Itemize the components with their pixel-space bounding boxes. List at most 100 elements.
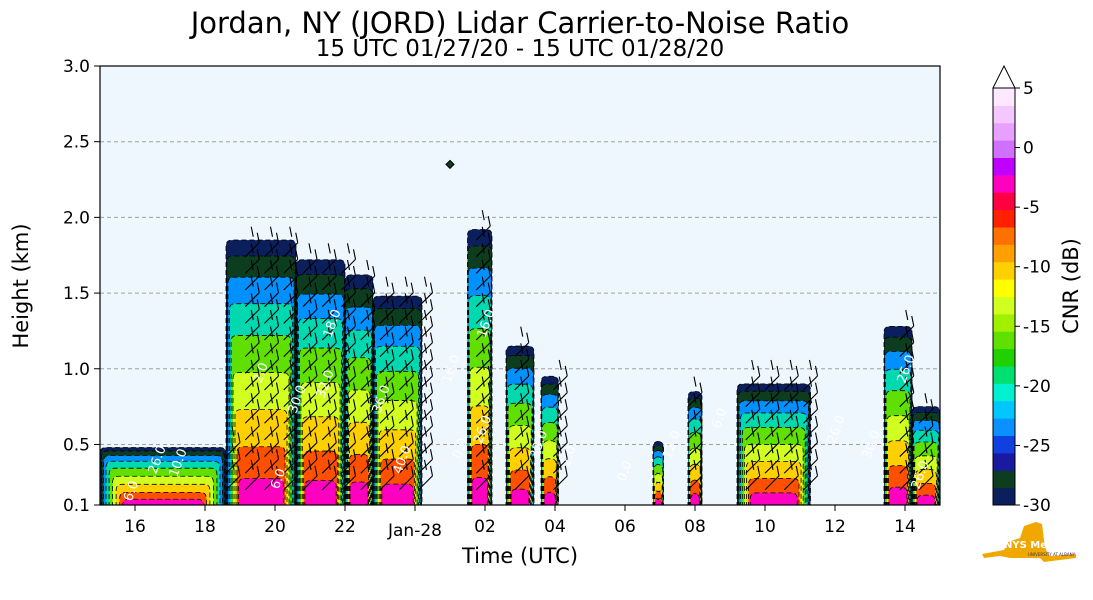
x-tick-label: 02 (474, 517, 496, 537)
cloud-contour (749, 492, 798, 505)
wind-barb (244, 376, 260, 407)
wind-barb (764, 393, 780, 424)
wind-barb (418, 276, 434, 308)
wind-barb (514, 343, 530, 374)
wind-barb (264, 443, 280, 474)
wind-barb (321, 259, 337, 291)
wind-barb (244, 276, 260, 308)
wind-barb (341, 426, 357, 457)
x-tick-label: Jan-28 (387, 521, 442, 541)
wind-barb (514, 326, 530, 358)
colorbar-swatch (993, 435, 1015, 454)
colorbar-tick-label: -10 (1023, 258, 1051, 278)
wind-barb (264, 409, 280, 441)
colorbar-swatch (993, 209, 1015, 228)
wind-barb (244, 326, 260, 358)
wind-barb (745, 409, 761, 441)
wind-barb (687, 376, 703, 407)
wind-barb (283, 293, 299, 324)
wind-barb (918, 443, 934, 474)
wind-barb (302, 426, 318, 457)
x-tick-label: 20 (264, 517, 286, 537)
wind-barb (360, 459, 376, 491)
colorbar-swatch (993, 140, 1015, 158)
colorbar-swatch (993, 348, 1015, 367)
wind-barb (379, 426, 395, 457)
wind-barb (783, 376, 799, 407)
colorbar-tick-label: -25 (1023, 436, 1051, 456)
wind-barb (244, 259, 260, 291)
cloud-contour (381, 483, 414, 505)
wind-barb (244, 393, 260, 424)
wind-barb (418, 359, 434, 391)
colorbar-swatch (993, 88, 1015, 106)
wind-barb (475, 393, 491, 424)
wind-barb (687, 393, 703, 424)
contour-label: 6.0 (121, 479, 142, 504)
cloud-contour (122, 498, 204, 505)
wind-barb (475, 293, 491, 324)
wind-barb (302, 293, 318, 324)
wind-barb (302, 393, 318, 424)
wind-barb (379, 293, 395, 324)
wind-barb (918, 393, 934, 424)
wind-barb (418, 293, 434, 324)
wind-barb (418, 376, 434, 407)
contour-label: 0.0 (450, 436, 471, 461)
wind-barb (321, 293, 337, 324)
wind-barb (283, 376, 299, 407)
wind-barb (283, 459, 299, 491)
wind-barb (918, 426, 934, 457)
wind-barb (418, 426, 434, 457)
contour-label: 6.0 (709, 406, 730, 431)
logo-text: NYS Mesonet (1004, 540, 1079, 551)
x-tick-label: 10 (754, 517, 776, 537)
contour-label: 2.0 (559, 444, 580, 469)
wind-barb (475, 343, 491, 374)
wind-barb (552, 443, 568, 474)
colorbar-swatch (993, 227, 1015, 245)
colorbar-tick-label: 0 (1023, 139, 1034, 159)
wind-barb (302, 326, 318, 358)
wind-barb (244, 409, 260, 441)
colorbar-swatch (993, 452, 1015, 471)
x-tick-label: 12 (824, 517, 846, 537)
colorbar-swatch (993, 122, 1015, 141)
colorbar-swatch (993, 296, 1015, 315)
wind-barb (379, 409, 395, 441)
colorbar-swatch (993, 157, 1015, 176)
wind-barb (264, 226, 280, 258)
colorbar-swatch (993, 470, 1015, 489)
wind-barb (264, 309, 280, 341)
wind-barb (687, 443, 703, 474)
wind-barb (244, 443, 260, 474)
wind-barb (264, 426, 280, 457)
y-tick-label: 3.0 (63, 57, 90, 77)
wind-barb (687, 459, 703, 491)
wind-barb (341, 309, 357, 341)
wind-barb (745, 376, 761, 407)
wind-barb (398, 309, 414, 341)
wind-barb (552, 409, 568, 441)
wind-barb (302, 359, 318, 391)
wind-barb (244, 293, 260, 324)
cloud-contour (916, 494, 936, 505)
wind-barb (379, 276, 395, 308)
wind-barb (321, 459, 337, 491)
wind-barb (302, 376, 318, 407)
wind-barb (745, 459, 761, 491)
wind-barb (264, 326, 280, 358)
wind-barb (341, 393, 357, 424)
x-tick-label: 04 (544, 517, 566, 537)
wind-barb (341, 259, 357, 291)
x-tick-label: 22 (334, 517, 356, 537)
wind-barb (899, 459, 915, 491)
wind-barb (225, 443, 241, 474)
wind-barb (398, 443, 414, 474)
wind-barb (321, 276, 337, 308)
cloud-contour (654, 498, 663, 505)
nys-mesonet-logo: NYS Mesonet UNIVERSITY AT ALBANY (980, 520, 1080, 564)
wind-barb (264, 293, 280, 324)
cloud-contour (510, 488, 530, 505)
wind-barb (764, 426, 780, 457)
